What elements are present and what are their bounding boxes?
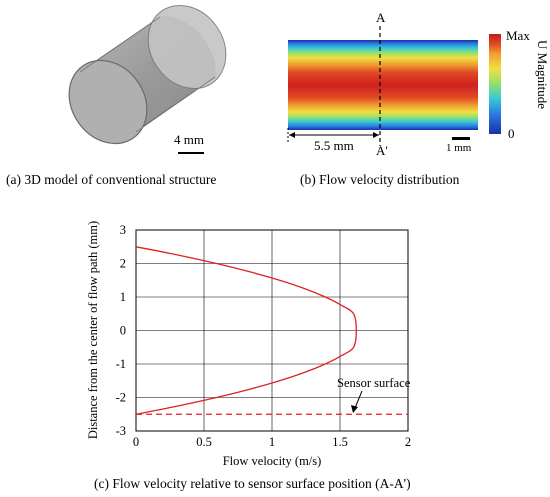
annotation-arrow [354,390,363,409]
velocity-profile-curve [135,246,357,415]
x-tick-label: 0 [133,435,139,449]
y-tick-label: 1 [120,290,126,304]
x-tick-label: 0.5 [196,435,212,449]
section-line-a-a [379,26,381,146]
colorbar [489,34,501,134]
y-tick-label: -2 [116,391,126,405]
y-tick-label: -3 [116,424,126,438]
colorbar-min-label: 0 [508,126,515,141]
y-tick-label: 3 [120,223,126,237]
x-tick-label: 1 [269,435,275,449]
section-label-top: A [376,10,386,25]
x-tick-label: 2 [405,435,411,449]
velocity-profile-chart: 0 0.5 1 1.5 2 3 2 1 0 -1 -2 -3 Distance from the ce… [86,221,411,468]
y-tick-label: 2 [120,257,126,271]
scale-label-a: 4 mm [174,132,204,147]
y-tick-label: 0 [120,324,126,338]
sensor-surface-annotation: Sensor surface [337,376,411,390]
y-tick-label: -1 [116,357,126,371]
scale-bar-a [178,152,204,154]
distance-label: 5.5 mm [314,138,354,153]
scale-bar-b [452,137,470,140]
plot-frame [135,229,409,432]
distance-arrow [287,128,379,142]
caption-a: (a) 3D model of conventional structure [6,172,217,187]
section-label-bottom: A' [376,143,388,158]
caption-c: (c) Flow velocity relative to sensor sur… [94,476,411,491]
annotation-arrowhead [351,405,358,413]
y-axis-label: Distance from the center of flow path (m… [86,221,100,439]
velocity-contour-map [288,40,478,130]
cylinder-3d-model [68,4,227,145]
caption-b: (b) Flow velocity distribution [300,172,460,187]
scale-label-b: 1 mm [446,142,472,154]
colorbar-max-label: Max [506,28,530,43]
x-axis-label: Flow velocity (m/s) [223,454,322,468]
x-tick-label: 1.5 [332,435,348,449]
colorbar-title: U Magnitude [535,40,550,109]
